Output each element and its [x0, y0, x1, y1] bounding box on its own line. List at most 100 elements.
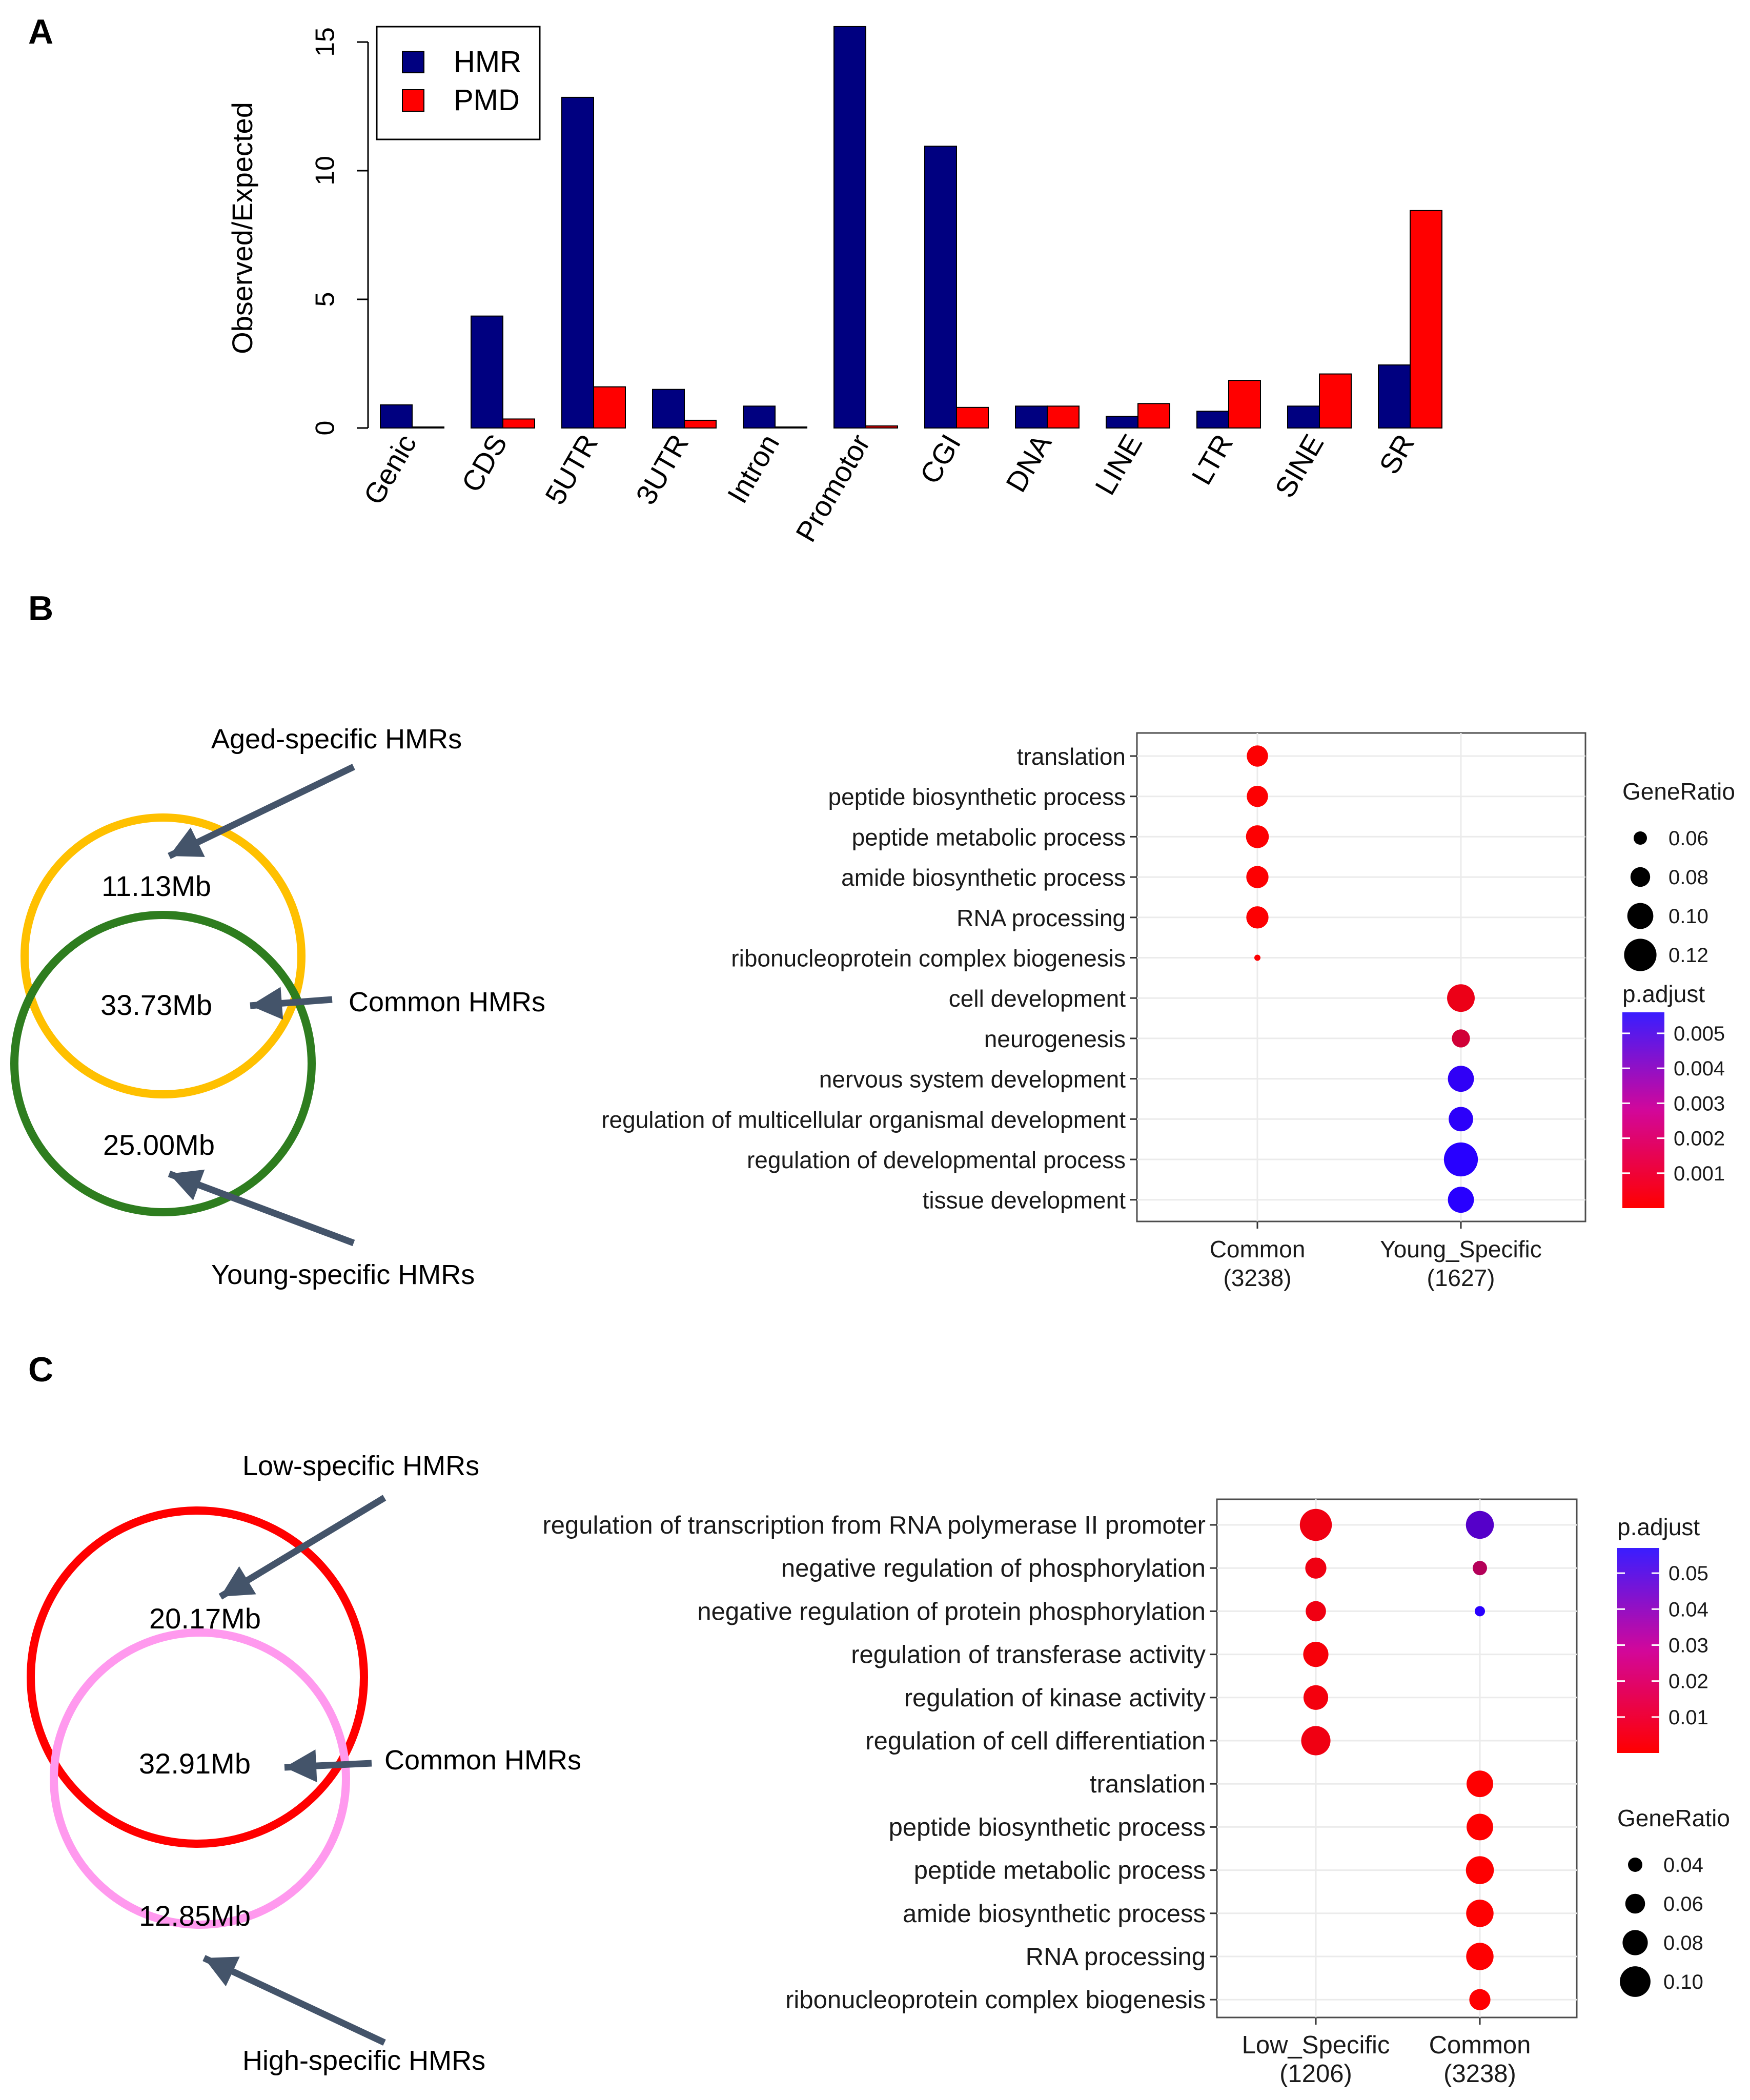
bar-pmd-sr: [1410, 210, 1442, 429]
panel-c-color-tick-label: 0.04: [1668, 1598, 1708, 1621]
bar-pmd-5utr: [593, 386, 626, 429]
panel-c-dot: [1466, 1943, 1494, 1970]
panel-b-group-count: (1627): [1427, 1265, 1495, 1291]
panel-b-venn-middle-label: Common HMRs: [349, 987, 545, 1017]
bar-hmr-ltr: [1196, 411, 1229, 429]
y-tick-label: 10: [311, 156, 340, 186]
panel-c-venn-bottom-value: 12.85Mb: [139, 1900, 251, 1932]
panel-b-term-label: neurogenesis: [984, 1026, 1126, 1052]
panel-c-dot: [1303, 1685, 1329, 1710]
panel-c-color-bar: [1617, 1548, 1659, 1753]
panel-c-venn-top-label: Low-specific HMRs: [242, 1451, 479, 1481]
panel-b-size-legend-dot: [1624, 939, 1657, 971]
panel-b-size-legend-label: 0.10: [1668, 905, 1708, 928]
panel-c-venn-bottom-label: High-specific HMRs: [242, 2045, 485, 2076]
panel-c-term-label: translation: [1090, 1770, 1206, 1798]
panel-c-term-label: peptide metabolic process: [914, 1857, 1206, 1885]
x-tick-label: Genic: [357, 429, 423, 510]
panel-b-dot: [1254, 954, 1260, 961]
panel-c-size-legend-dot: [1620, 1966, 1651, 1997]
panel-c-size-legend-dot: [1628, 1858, 1642, 1872]
panel-c-dot: [1467, 1770, 1493, 1798]
panel-b-term-label: peptide biosynthetic process: [828, 784, 1126, 810]
panel-c-venn-middle-label: Common HMRs: [384, 1745, 581, 1776]
x-tick-label: CGI: [913, 429, 967, 490]
y-tick-label: 5: [311, 292, 340, 307]
panel-c-dot: [1469, 1989, 1491, 2010]
panel-c-term-label: amide biosynthetic process: [903, 1900, 1206, 1928]
panel-b-venn-top-value: 11.13Mb: [101, 870, 211, 902]
panel-b-size-legend-label: 0.06: [1668, 827, 1708, 850]
bar-hmr-cds: [471, 315, 503, 429]
panel-b-size-legend-dot: [1630, 867, 1651, 887]
y-axis-title: Observed/Expected: [226, 102, 258, 354]
panel-c-dot: [1301, 1726, 1331, 1756]
panel-b-size-legend-label: 0.12: [1668, 944, 1708, 967]
x-tick-label: LINE: [1089, 429, 1149, 500]
bar-hmr-3utr: [652, 389, 685, 429]
panel-b-color-legend-title: p.adjust: [1622, 981, 1705, 1007]
panel-b-size-legend-dot: [1627, 903, 1654, 929]
panel-b-dot: [1448, 1187, 1474, 1213]
bar-hmr-sine: [1287, 405, 1320, 429]
panel-c-term-label: negative regulation of phosphorylation: [781, 1555, 1206, 1582]
panel-c-label: C: [28, 1350, 53, 1389]
panel-b-color-bar: [1622, 1012, 1664, 1208]
bar-pmd-cds: [502, 418, 535, 429]
bar-hmr-sr: [1378, 364, 1411, 429]
panel-c-group-label: Low_Specific: [1242, 2031, 1390, 2059]
panel-b-dot: [1246, 825, 1269, 848]
bar-pmd-3utr: [684, 419, 717, 429]
panel-c-dot: [1466, 1511, 1494, 1539]
bar-hmr-genic: [380, 404, 413, 429]
panel-c-term-label: negative regulation of protein phosphory…: [697, 1598, 1206, 1625]
panel-c-venn-middle-value: 32.91Mb: [139, 1747, 251, 1780]
x-tick-label: DNA: [1000, 429, 1058, 497]
panel-b-term-label: regulation of multicellular organismal d…: [601, 1106, 1126, 1133]
panel-b-term-label: amide biosynthetic process: [841, 864, 1126, 891]
panel-b-venn-top-circle: [21, 813, 306, 1098]
panel-c-arrow-bottom-head: [204, 1956, 240, 1987]
panel-b-term-label: nervous system development: [819, 1066, 1126, 1093]
panel-b-arrow-bottom-head: [169, 1169, 205, 1200]
panel-b-label: B: [28, 589, 53, 628]
panel-b-dot: [1247, 785, 1268, 807]
panel-b-term-label: peptide metabolic process: [852, 824, 1126, 850]
panel-c-color-tick-label: 0.03: [1668, 1634, 1708, 1657]
x-tick-label: 5UTR: [539, 429, 604, 510]
panel-c-arrow-bottom-shaft: [202, 1955, 386, 2046]
panel-b-arrow-top-shaft: [168, 764, 355, 859]
panel-c-venn-bottom-circle: [50, 1628, 350, 1929]
bar-pmd-sine: [1319, 373, 1352, 429]
bar-hmr-line: [1106, 416, 1138, 429]
legend-box: [376, 26, 541, 140]
panel-c-dot: [1303, 1642, 1329, 1667]
panel-b-dot: [1449, 1107, 1473, 1132]
bar-hmr-cgi: [924, 146, 957, 429]
panel-c-dot: [1306, 1601, 1326, 1622]
panel-b-size-legend-dot: [1634, 831, 1647, 845]
panel-c: C 20.17Mb 32.91Mb 12.85Mb Low-specific HMRs C…: [27, 1350, 1730, 2088]
bar-pmd-ltr: [1228, 380, 1261, 429]
panel-b-venn-middle-value: 33.73Mb: [100, 989, 212, 1021]
bar-pmd-genic: [412, 426, 444, 429]
x-tick-label: Intron: [721, 429, 785, 509]
panel-b: B 11.13Mb 33.73Mb 25.00Mb Aged-specific HMRs…: [10, 589, 1735, 1291]
panel-c-size-legend-label: 0.08: [1663, 1932, 1703, 1954]
panel-b-venn-bottom-label: Young-specific HMRs: [211, 1259, 475, 1290]
bar-hmr-intron: [743, 405, 776, 429]
bar-pmd-intron: [775, 426, 807, 429]
panel-b-dot: [1443, 1142, 1478, 1177]
legend-swatch-pmd: [402, 89, 424, 112]
panel-c-term-label: regulation of cell differentiation: [865, 1727, 1206, 1755]
panel-c-dot: [1466, 1856, 1494, 1884]
panel-c-color-tick-label: 0.05: [1668, 1562, 1708, 1585]
panel-c-color-legend-title: p.adjust: [1617, 1514, 1700, 1540]
panel-c-dot: [1473, 1561, 1487, 1576]
x-tick-label: 3UTR: [629, 429, 695, 510]
panel-c-size-legend-title: GeneRatio: [1617, 1805, 1730, 1831]
panel-c-group-count: (1206): [1279, 2060, 1352, 2088]
panel-c-dot: [1474, 1606, 1486, 1617]
panel-b-dot: [1452, 1029, 1470, 1048]
bar-hmr-promotor: [833, 26, 866, 429]
